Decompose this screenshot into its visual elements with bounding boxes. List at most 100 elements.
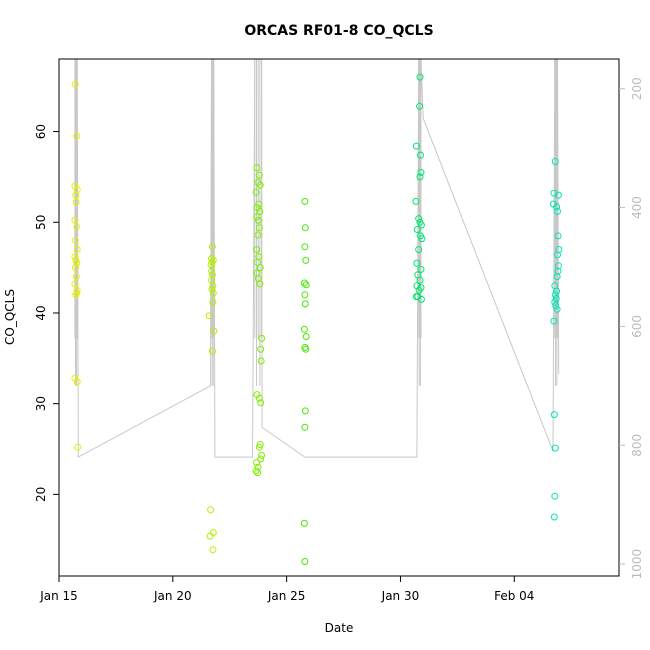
x-tick-label: Jan 25 [267,589,306,603]
data-point [73,132,81,140]
data-point [73,378,81,386]
data-point [71,236,79,244]
data-point [552,302,560,310]
data-point [554,232,562,240]
data-point [301,407,309,415]
data-point [301,423,309,431]
data-point [209,298,217,306]
y-tick-label: 40 [34,305,48,320]
data-point [209,546,217,554]
data-point [550,411,558,419]
data-point [417,151,424,159]
data-point [415,215,423,223]
data-point [550,317,558,325]
y-axis-label: CO_QCLS [3,289,17,345]
data-point [551,298,559,306]
data-point [300,279,308,287]
data-point [71,253,79,261]
data-point [254,469,261,477]
y-tick-label: 20 [34,487,48,502]
data-point [413,259,421,267]
data-point [71,374,79,382]
data-point [554,207,561,215]
data-point [413,226,421,233]
data-point [208,243,216,251]
data-point [553,273,561,281]
data-point [301,300,309,308]
data-point [253,459,261,467]
data-point [254,231,262,239]
y-tick-label: 30 [34,396,48,411]
data-point [253,164,261,172]
data-point [302,281,310,289]
data-point [205,312,213,320]
data-point [208,285,216,293]
data-point [73,223,81,231]
data-point [256,207,264,215]
data-point [73,259,81,267]
data-point [71,216,79,224]
data-point [71,264,79,272]
y-axis: 20 30 40 50 60 [34,124,59,502]
data-point [416,102,424,110]
data-point [412,197,420,205]
y2-tick-label: 1000 [630,549,644,580]
data-point [551,492,559,500]
x-axis-label: Date [325,621,354,635]
data-point [255,224,263,232]
data-point [418,235,426,243]
data-point [554,251,561,259]
data-point [208,267,215,275]
data-point [417,168,425,176]
data-point [71,80,79,88]
altitude-trace-layer [74,58,560,458]
x-axis: Jan 15 Jan 20 Jan 25 Jan 30 Feb 04 [39,576,534,603]
data-point [253,213,261,221]
data-point [416,173,424,181]
data-point [257,345,265,353]
data-point [252,188,260,196]
data-point [255,200,263,208]
data-point [72,191,80,199]
x-tick-label: Feb 04 [494,589,534,603]
data-point [258,451,266,459]
data-point [209,289,217,297]
data-point [257,399,265,407]
data-point [553,287,561,295]
data-point [551,444,559,452]
data-point [550,189,558,197]
data-point [71,182,79,190]
data-point [416,276,424,284]
data-point [72,273,80,281]
data-point [255,171,263,179]
data-point [255,443,263,451]
plot-frame [58,58,620,577]
data-point [209,529,217,536]
data-point [301,197,309,205]
data-point [74,443,82,451]
data-point [301,291,309,299]
x-tick-label: Jan 30 [381,589,420,603]
data-point [412,293,420,301]
altitude-trace-line [74,58,560,458]
data-point [553,305,561,313]
data-point [412,142,420,150]
data-point [210,327,218,335]
data-point [257,357,265,365]
data-point [553,203,561,211]
data-point [254,216,262,224]
data-point [257,455,265,463]
y2-tick-label: 200 [630,77,644,100]
data-point [417,284,425,292]
scatter-layer [71,73,563,565]
data-point [209,282,217,290]
x-tick-label: Jan 20 [153,589,192,603]
data-point [256,264,264,272]
data-point [71,280,79,288]
data-point [300,519,308,527]
y2-tick-label: 800 [630,434,644,457]
y2-tick-label: 600 [630,315,644,338]
data-point [253,246,261,253]
data-point [254,204,261,212]
